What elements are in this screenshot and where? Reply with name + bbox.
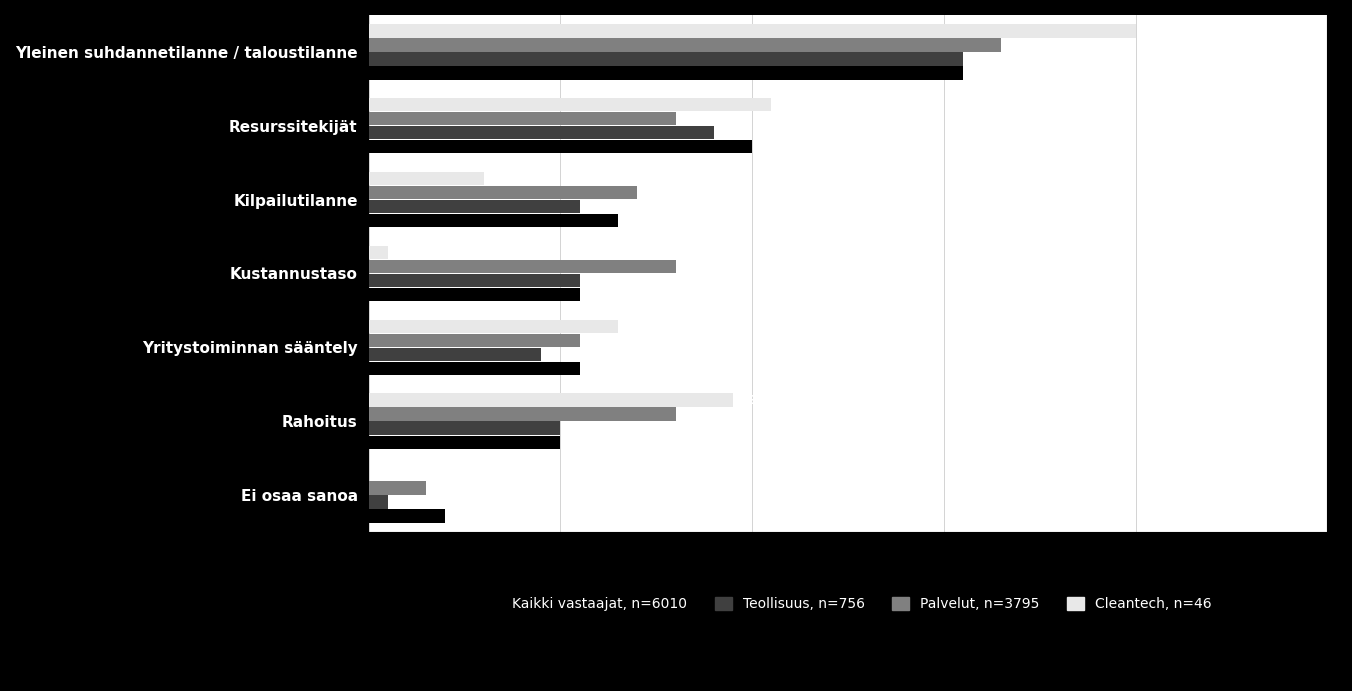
Bar bbox=[369, 112, 676, 125]
Text: 21: 21 bbox=[779, 98, 796, 111]
Bar bbox=[369, 126, 714, 140]
Text: 11: 11 bbox=[587, 334, 604, 347]
Bar bbox=[369, 274, 580, 287]
Text: 4: 4 bbox=[453, 509, 462, 522]
Bar bbox=[369, 482, 426, 495]
Bar bbox=[369, 393, 733, 407]
Bar bbox=[369, 186, 637, 199]
Bar bbox=[369, 422, 561, 435]
Text: 6: 6 bbox=[491, 172, 500, 185]
Text: 16: 16 bbox=[683, 260, 700, 273]
Text: 14: 14 bbox=[645, 186, 662, 199]
Bar bbox=[369, 260, 676, 273]
Text: 33: 33 bbox=[1009, 39, 1026, 51]
Text: 3: 3 bbox=[434, 482, 442, 495]
Bar bbox=[369, 172, 484, 185]
Bar bbox=[369, 288, 580, 301]
Text: 9: 9 bbox=[549, 348, 557, 361]
Bar bbox=[369, 320, 618, 333]
Bar bbox=[369, 24, 1136, 37]
Text: 18: 18 bbox=[722, 126, 740, 140]
Bar bbox=[369, 246, 388, 259]
Text: 10: 10 bbox=[568, 435, 585, 448]
Bar bbox=[369, 140, 752, 153]
Text: 16: 16 bbox=[683, 112, 700, 125]
Text: 40: 40 bbox=[1144, 24, 1161, 37]
Text: 19: 19 bbox=[741, 394, 758, 406]
Text: 1: 1 bbox=[396, 495, 404, 509]
Text: 11: 11 bbox=[587, 362, 604, 375]
Bar bbox=[369, 66, 963, 79]
Bar bbox=[369, 495, 388, 509]
Bar bbox=[369, 98, 772, 111]
Bar bbox=[369, 348, 541, 361]
Legend: Kaikki vastaajat, n=6010, Teollisuus, n=756, Palvelut, n=3795, Cleantech, n=46: Kaikki vastaajat, n=6010, Teollisuus, n=… bbox=[477, 590, 1218, 618]
Bar bbox=[369, 435, 561, 449]
Bar bbox=[369, 334, 580, 347]
Text: 13: 13 bbox=[626, 320, 644, 333]
Text: 13: 13 bbox=[626, 214, 644, 227]
Text: 31: 31 bbox=[971, 53, 988, 66]
Bar bbox=[369, 38, 1002, 52]
Bar bbox=[369, 200, 580, 214]
Text: 16: 16 bbox=[683, 408, 700, 421]
Text: 11: 11 bbox=[587, 274, 604, 287]
Bar bbox=[369, 361, 580, 375]
Bar bbox=[369, 214, 618, 227]
Text: 11: 11 bbox=[587, 200, 604, 213]
Bar bbox=[369, 53, 963, 66]
Bar bbox=[369, 509, 445, 522]
Text: 10: 10 bbox=[568, 422, 585, 435]
Text: 1: 1 bbox=[396, 246, 404, 259]
Bar bbox=[369, 408, 676, 421]
Text: 11: 11 bbox=[587, 288, 604, 301]
Text: 20: 20 bbox=[760, 140, 777, 153]
Text: 31: 31 bbox=[971, 66, 988, 79]
